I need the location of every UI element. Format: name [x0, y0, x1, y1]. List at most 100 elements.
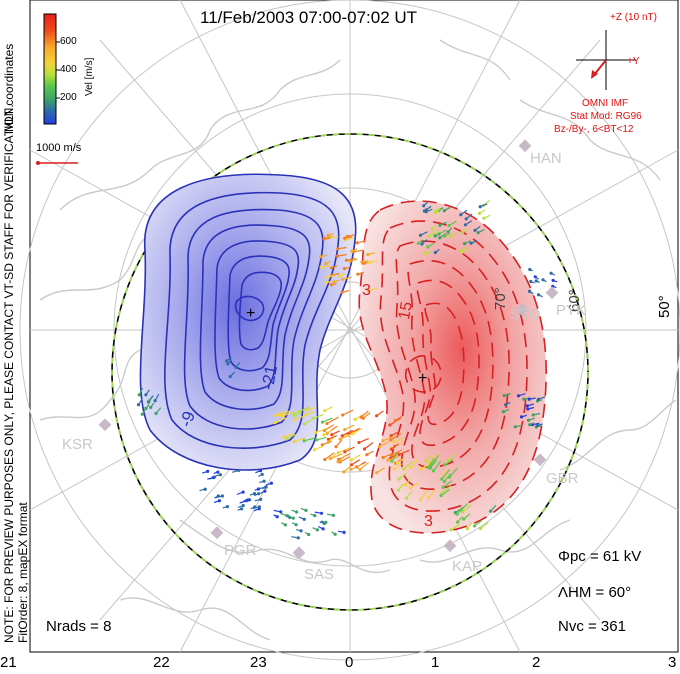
velocity-vector-origin	[377, 445, 382, 449]
velocity-vector-origin	[549, 271, 553, 275]
imf-source-label: OMNI IMF	[582, 98, 629, 109]
velocity-vector-origin	[334, 445, 338, 449]
velocity-vector-origin	[154, 411, 158, 416]
velocity-vector	[391, 449, 402, 456]
velocity-vector-origin	[340, 290, 344, 294]
velocity-vector-origin	[253, 492, 257, 496]
velocity-vector-origin	[341, 277, 345, 281]
velocity-vector-origin	[259, 497, 263, 501]
velocity-vector-origin	[535, 423, 540, 428]
velocity-vector-origin	[482, 216, 486, 220]
velocity-vector-origin	[504, 403, 508, 407]
positive-convection-cell: +	[358, 200, 547, 534]
velocity-vector-origin	[361, 416, 365, 420]
velocity-vector-origin	[336, 254, 340, 258]
velocity-vector-origin	[203, 487, 207, 491]
station-label-ksr: KSR	[62, 436, 93, 453]
velocity-vector-origin	[404, 496, 408, 500]
station-label-sto: STO	[510, 306, 541, 323]
velocity-vector	[429, 459, 438, 469]
velocity-vector	[430, 454, 440, 466]
velocity-vector-origin	[312, 448, 316, 452]
negative-cell-center: +	[246, 305, 255, 322]
velocity-vector-origin	[366, 289, 370, 293]
velocity-vector-origin	[426, 245, 430, 249]
velocity-vector	[324, 452, 335, 460]
velocity-vector	[442, 480, 453, 488]
velocity-vector	[420, 489, 429, 500]
velocity-vector-origin	[522, 397, 526, 401]
mlt-meridians	[29, 0, 679, 653]
velocity-vector-origin	[351, 432, 355, 436]
velocity-vector-origin	[262, 479, 266, 483]
velocity-vector-origin	[325, 421, 329, 426]
lat-label-70: 70°	[492, 287, 509, 310]
velocity-vector-origin	[423, 252, 427, 256]
velocity-vector-origin	[420, 242, 424, 246]
fit-order-note: FitOrder: 8, mapEX format	[16, 502, 30, 643]
velocity-vector	[433, 461, 442, 472]
velocity-vector-origin	[206, 469, 210, 473]
colorbar-unit-label: Vel [m/s]	[84, 57, 95, 96]
station-label-sas: SAS	[304, 566, 335, 583]
velocity-vector-origin	[440, 477, 444, 481]
velocity-vector-origin	[282, 435, 286, 439]
velocity-vector	[410, 482, 420, 489]
velocity-vector-origin	[274, 413, 278, 417]
velocity-vector-origin	[246, 498, 250, 502]
velocity-vector	[330, 453, 343, 459]
velocity-vector	[344, 424, 355, 431]
velocity-vector-origin	[462, 517, 466, 521]
velocity-vector	[283, 433, 295, 438]
velocity-vector	[347, 427, 360, 435]
velocity-vector-origin	[469, 241, 473, 245]
velocity-vector-origin	[360, 260, 364, 264]
velocity-vector-origin	[392, 440, 396, 444]
velocity-vector-origin	[463, 223, 468, 227]
velocity-vector-origin	[428, 466, 432, 470]
stat-model-label: Stat Mod: RG96	[570, 111, 642, 122]
velocity-vector-origin	[258, 469, 263, 473]
velocity-vector-origin	[257, 492, 261, 496]
mlt-tick-1: 1	[431, 654, 440, 671]
velocity-vector-origin	[331, 513, 335, 518]
velocity-vector	[455, 506, 465, 514]
velocity-vector-origin	[234, 365, 238, 369]
velocity-vector-origin	[365, 453, 369, 457]
velocity-vector	[450, 523, 460, 531]
velocity-vector	[324, 424, 335, 431]
station-label-kap: KAP	[452, 558, 483, 575]
velocity-vector-origin	[478, 205, 482, 209]
station-label-han: HAN	[530, 150, 562, 167]
velocity-vector	[364, 442, 374, 450]
velocity-vector-origin	[323, 409, 327, 413]
velocity-vector-origin	[456, 520, 460, 524]
velocity-vector-origin	[291, 516, 295, 520]
velocity-vector	[294, 414, 307, 421]
phi-pc-stat: Φpc = 61 kV	[558, 548, 642, 565]
velocity-vector-origin	[342, 267, 347, 271]
colorbar-tick-200: 200	[60, 92, 77, 103]
velocity-vector-origin	[344, 258, 348, 262]
velocity-vector-origin	[153, 399, 157, 403]
velocity-vector-origin	[473, 228, 477, 232]
velocity-vector-origin	[315, 528, 319, 532]
velocity-vector-origin	[408, 486, 412, 490]
velocity-vector-origin	[296, 536, 300, 540]
velocity-vector-origin	[516, 394, 521, 398]
mlt-tick-22: 22	[153, 654, 170, 671]
velocity-vector-origin	[463, 242, 467, 246]
velocity-vector-origin	[375, 471, 379, 475]
velocity-vector-origin	[525, 404, 529, 408]
velocity-vector-origin	[402, 467, 406, 471]
velocity-vector-origin	[350, 463, 354, 467]
n-vc-stat: Nvc = 361	[558, 618, 626, 635]
velocity-vector	[342, 409, 354, 416]
velocity-vector-origin	[320, 443, 324, 447]
velocity-vector	[275, 410, 286, 416]
velocity-vector-origin	[241, 490, 245, 494]
velocity-vector-origin	[409, 466, 413, 470]
velocity-vector	[353, 249, 364, 253]
velocity-vector	[442, 467, 449, 478]
velocity-vector-origin	[322, 433, 326, 437]
